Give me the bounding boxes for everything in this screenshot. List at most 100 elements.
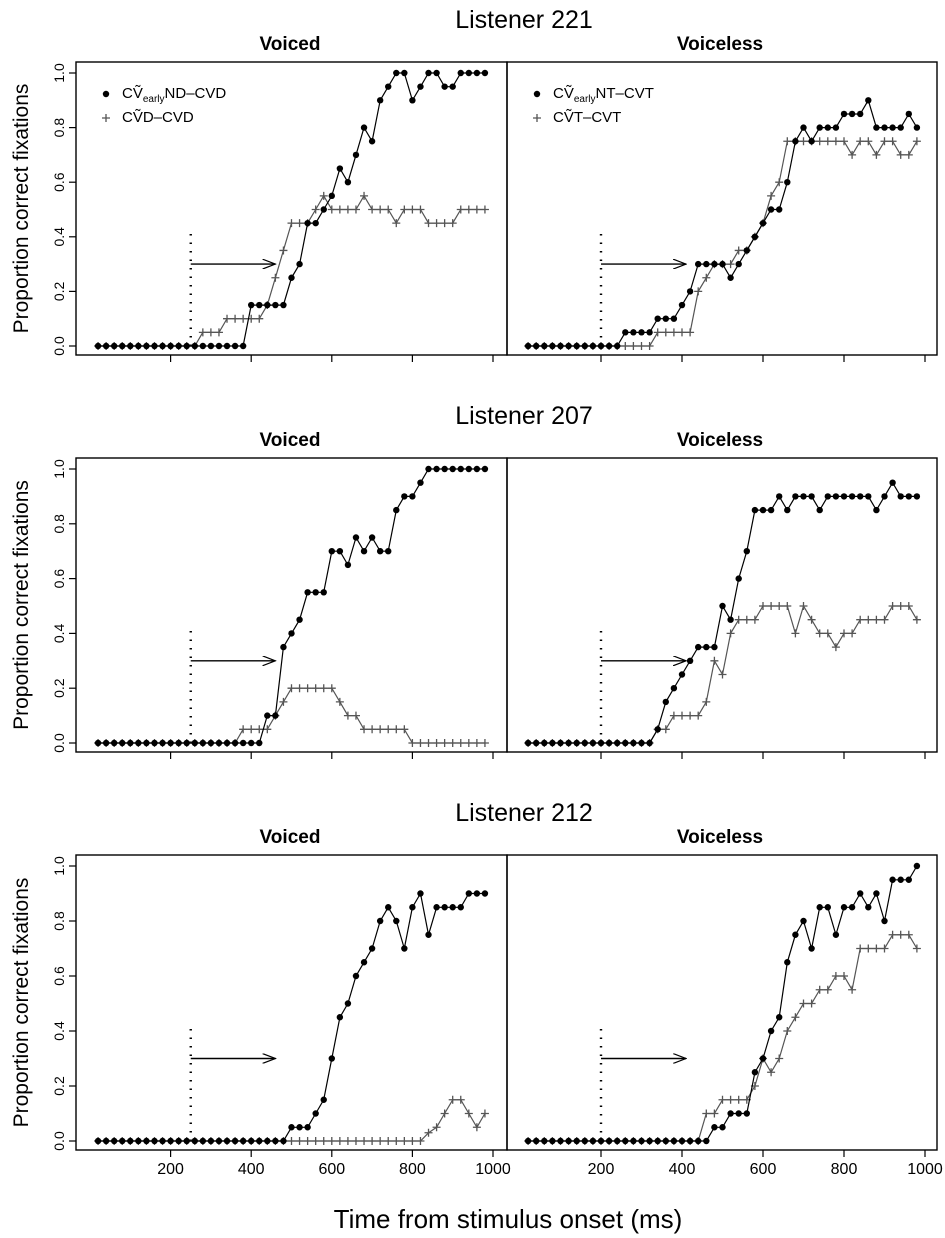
legend-entry-sub: early: [574, 94, 596, 105]
data-point: [864, 137, 873, 146]
data-point: [799, 602, 808, 610]
data-point: [678, 1137, 686, 1145]
data-point: [533, 1137, 540, 1145]
data-point: [457, 69, 464, 77]
y-tick-label: 0.2: [51, 678, 67, 698]
data-point: [670, 1137, 678, 1145]
data-point: [295, 684, 304, 693]
data-point: [832, 493, 840, 500]
data-point: [464, 1109, 473, 1118]
y-tick-label: 0.6: [51, 569, 67, 589]
series-line: [98, 1099, 486, 1142]
data-point: [653, 328, 662, 337]
data-point: [344, 1000, 352, 1007]
data-point: [726, 1095, 735, 1104]
legend-entry: CṼearlyNT–CVT: [553, 85, 654, 105]
data-point: [352, 151, 360, 159]
data-point: [565, 1137, 572, 1145]
data-point: [335, 1137, 344, 1145]
x-tick-label: 1000: [475, 1161, 511, 1178]
data-point: [549, 342, 556, 350]
data-point: [231, 1137, 239, 1145]
data-point: [102, 739, 110, 747]
data-point: [791, 629, 800, 638]
data-point: [630, 1137, 637, 1145]
data-point: [654, 1137, 661, 1145]
data-point: [102, 1137, 110, 1145]
data-point: [223, 739, 231, 747]
data-point: [541, 739, 548, 747]
data-point: [336, 548, 344, 555]
data-point: [710, 656, 719, 665]
data-point: [360, 959, 368, 966]
data-point: [703, 1137, 710, 1145]
data-point: [654, 315, 661, 322]
data-point: [622, 739, 629, 747]
data-point: [319, 684, 328, 693]
data-point: [541, 342, 548, 350]
data-point: [638, 1137, 645, 1145]
data-point: [589, 342, 597, 350]
data-point: [287, 684, 296, 693]
data-point: [767, 602, 776, 610]
series-line: [528, 934, 918, 1142]
data-point: [319, 1137, 328, 1145]
legend-entry-pre: CṼ: [553, 85, 574, 102]
series-plus: [524, 137, 921, 350]
data-point: [784, 506, 791, 514]
data-point: [881, 493, 888, 500]
y-axis-label: Proportion correct fixations: [10, 878, 33, 1128]
data-point: [872, 944, 881, 953]
data-point: [767, 506, 775, 514]
data-point: [409, 904, 416, 911]
data-point: [621, 342, 630, 350]
data-point: [102, 342, 110, 350]
data-point: [135, 739, 142, 747]
panel-title: Voiceless: [677, 827, 763, 848]
data-point: [573, 739, 580, 747]
data-point: [856, 944, 865, 953]
data-point: [864, 615, 873, 624]
data-point: [767, 206, 775, 213]
data-point: [304, 1124, 311, 1131]
data-point: [905, 493, 912, 500]
data-point: [630, 329, 637, 336]
data-point: [913, 862, 921, 870]
data-point: [646, 1137, 653, 1145]
y-axis-label: Proportion correct fixations: [10, 480, 33, 730]
data-point: [614, 739, 621, 747]
data-point: [913, 124, 921, 131]
y-tick-label: 0.0: [51, 1131, 67, 1151]
data-point: [368, 725, 377, 734]
listener-title: Listener 212: [455, 799, 593, 827]
data-point: [303, 1137, 312, 1145]
y-tick-label: 0.2: [51, 281, 67, 301]
data-point: [384, 1137, 393, 1145]
data-point: [727, 1110, 734, 1117]
data-point: [742, 615, 751, 624]
data-point: [384, 205, 393, 214]
data-point: [686, 288, 694, 295]
data-point: [662, 1137, 669, 1145]
data-point: [670, 685, 678, 692]
data-point: [857, 493, 864, 500]
y-tick-label: 0.0: [51, 733, 67, 753]
data-point: [816, 124, 823, 131]
data-point: [865, 904, 872, 911]
data-point: [750, 615, 759, 624]
data-point: [231, 739, 239, 747]
data-point: [312, 219, 319, 227]
data-point: [751, 506, 759, 514]
data-point: [873, 890, 880, 897]
plot-area: Listener 221 Voiced 0.0 0.2 0.4 0.6 0.8 1.0 Prop…: [10, 6, 943, 1178]
data-point: [351, 1137, 360, 1145]
data-point: [279, 246, 288, 255]
data-point: [368, 138, 376, 145]
data-point: [167, 342, 174, 350]
data-point: [816, 506, 823, 514]
data-point: [215, 1137, 223, 1145]
data-point: [385, 548, 392, 555]
data-point: [343, 205, 352, 214]
data-point: [605, 342, 613, 350]
